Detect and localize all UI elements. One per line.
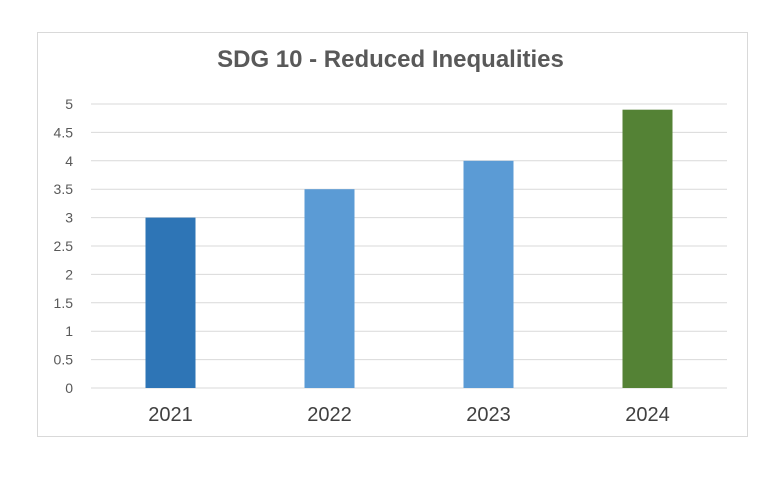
y-tick-label: 5 (65, 96, 73, 112)
y-tick-label: 1 (65, 323, 73, 339)
x-axis-ticks: 2021 2022 2023 2024 (148, 404, 670, 426)
bar-2023 (463, 160, 514, 388)
bar-2021 (145, 217, 196, 388)
y-tick-label: 4 (65, 153, 73, 169)
y-tick-label: 2.5 (54, 238, 74, 254)
y-tick-label: 3 (65, 210, 73, 226)
bar-2022 (304, 189, 355, 388)
y-axis-ticks: 0 0.5 1 1.5 2 2.5 3 3.5 4 4.5 5 (54, 96, 74, 396)
x-tick-label: 2023 (466, 404, 511, 426)
y-tick-label: 0 (65, 380, 73, 396)
bars (145, 109, 673, 389)
y-tick-label: 3.5 (54, 181, 74, 197)
chart-title: SDG 10 - Reduced Inequalities (217, 46, 564, 73)
y-tick-label: 1.5 (54, 295, 74, 311)
y-tick-label: 2 (65, 266, 73, 282)
x-tick-label: 2022 (307, 404, 352, 426)
y-tick-label: 0.5 (54, 352, 74, 368)
bar-2024 (622, 109, 673, 389)
x-tick-label: 2024 (625, 404, 670, 426)
gridlines (91, 103, 727, 389)
y-tick-label: 4.5 (54, 124, 74, 140)
x-tick-label: 2021 (148, 404, 193, 426)
